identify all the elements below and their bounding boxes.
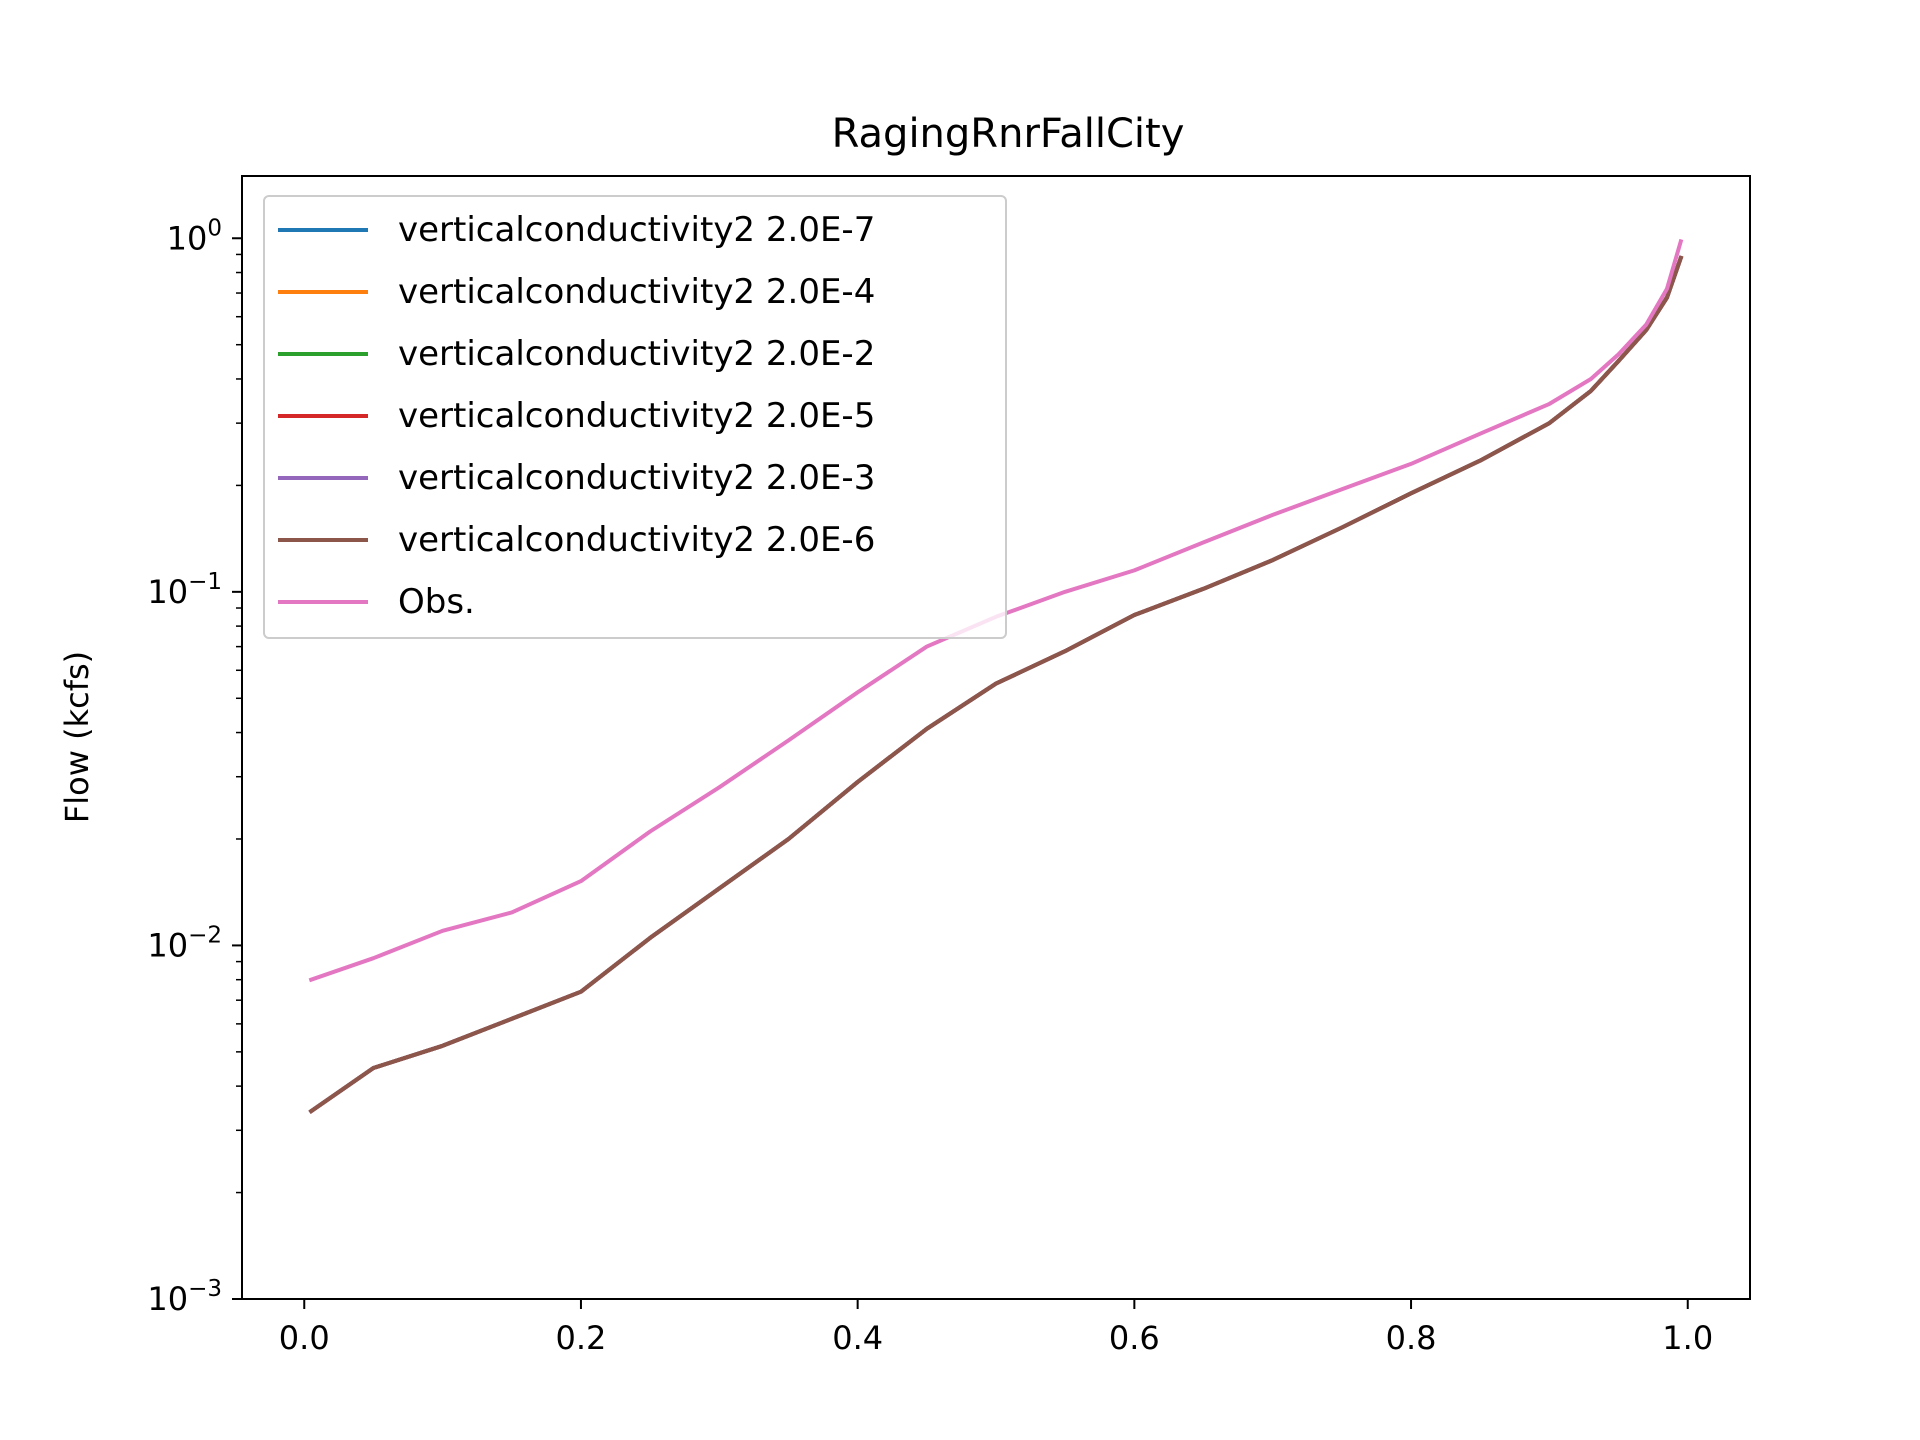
y-tick-base: 10	[147, 926, 188, 964]
legend-item: verticalconductivity2 2.0E-3	[278, 458, 875, 498]
legend-item: verticalconductivity2 2.0E-2	[278, 334, 875, 374]
legend-label: verticalconductivity2 2.0E-4	[398, 272, 875, 312]
y-tick-base: 10	[147, 573, 188, 611]
legend-item: verticalconductivity2 2.0E-6	[278, 520, 875, 560]
legend-label: verticalconductivity2 2.0E-6	[398, 520, 875, 560]
x-tick-label: 1.0	[1662, 1319, 1713, 1357]
y-axis-label: Flow (kcfs)	[58, 651, 96, 823]
series-line-obs	[308, 238, 1684, 983]
plot-area	[241, 175, 1751, 1300]
legend-label: verticalconductivity2 2.0E-7	[398, 210, 875, 250]
x-tick-label: 0.2	[556, 1319, 607, 1357]
y-tick-label: 10−1	[147, 569, 222, 611]
legend: verticalconductivity2 2.0E-7 verticalcond…	[263, 195, 1007, 639]
x-axis: 0.0 0.2 0.4 0.6 0.8 1.0	[279, 1299, 1713, 1357]
y-tick-label: 100	[167, 215, 222, 257]
x-tick-label: 0.4	[832, 1319, 883, 1357]
legend-item: verticalconductivity2 2.0E-5	[278, 396, 875, 436]
y-tick-exponent: −2	[188, 922, 222, 948]
legend-label: verticalconductivity2 2.0E-3	[398, 458, 875, 498]
y-tick-exponent: −3	[188, 1276, 222, 1302]
legend-item: verticalconductivity2 2.0E-7	[278, 210, 875, 250]
x-tick-label: 0.6	[1109, 1319, 1160, 1357]
chart-title: RagingRnrFallCity	[832, 111, 1185, 157]
plot-frame	[241, 175, 1751, 1300]
legend-label: Obs.	[398, 582, 475, 622]
x-tick-label: 0.8	[1386, 1319, 1437, 1357]
series-lines	[308, 238, 1684, 1114]
legend-label: verticalconductivity2 2.0E-2	[398, 334, 875, 374]
x-tick-label: 0.0	[279, 1319, 330, 1357]
legend-label: verticalconductivity2 2.0E-5	[398, 396, 875, 436]
legend-item: Obs.	[278, 582, 475, 622]
legend-box	[263, 195, 1007, 639]
y-tick-base: 10	[167, 219, 208, 257]
legend-item: verticalconductivity2 2.0E-4	[278, 272, 875, 312]
y-tick-exponent: −1	[188, 569, 222, 595]
y-tick-base: 10	[147, 1280, 188, 1318]
series-line-verticalconductivity2-2-0e-6	[308, 255, 1684, 1114]
y-tick-exponent: 0	[207, 215, 222, 241]
y-tick-label: 10−3	[147, 1276, 222, 1318]
y-tick-label: 10−2	[147, 922, 222, 964]
